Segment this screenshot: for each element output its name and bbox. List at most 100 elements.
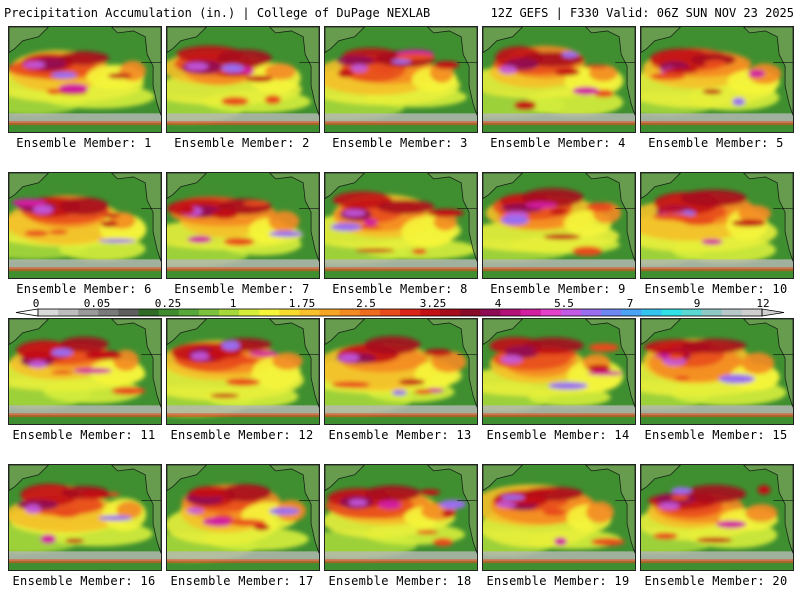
scale-tick-label: 0.05 xyxy=(83,297,111,310)
precip-map xyxy=(9,319,161,424)
ensemble-panel xyxy=(8,172,162,279)
scale-swatch xyxy=(78,309,99,316)
scale-swatch xyxy=(641,309,662,316)
scale-swatch xyxy=(460,309,481,316)
scale-tick-label: 7 xyxy=(626,297,634,310)
ensemble-panel xyxy=(166,464,320,571)
map-title: Precipitation Accumulation (in.) | Colle… xyxy=(4,6,431,20)
scale-swatch xyxy=(138,309,159,316)
scale-swatch xyxy=(440,309,461,316)
ensemble-member-label: Ensemble Member: 3 xyxy=(332,136,468,150)
scale-tick-label: 3.25 xyxy=(419,297,447,310)
scale-tick-label: 0 xyxy=(32,297,40,310)
precip-map xyxy=(641,465,793,570)
scale-swatch xyxy=(38,309,59,316)
precip-map xyxy=(325,173,477,278)
ensemble-panel xyxy=(324,26,478,133)
scale-swatch xyxy=(540,309,562,316)
precip-map xyxy=(9,173,161,278)
ensemble-panel xyxy=(166,26,320,133)
ensemble-panel xyxy=(8,26,162,133)
ensemble-member-label: Ensemble Member: 13 xyxy=(328,428,472,442)
precip-map xyxy=(641,173,793,278)
ensemble-member-label: Ensemble Member: 1 xyxy=(16,136,152,150)
precip-map xyxy=(325,27,477,132)
ensemble-member-label: Ensemble Member: 14 xyxy=(486,428,630,442)
scale-min-arrow xyxy=(15,308,39,317)
ensemble-panel xyxy=(8,318,162,425)
ensemble-panel xyxy=(640,318,794,425)
ensemble-panel xyxy=(640,172,794,279)
precip-map xyxy=(483,465,635,570)
ensemble-member-label: Ensemble Member: 10 xyxy=(644,282,788,296)
scale-max-arrow xyxy=(761,308,785,317)
scale-swatch xyxy=(721,309,743,316)
ensemble-member-label: Ensemble Member: 19 xyxy=(486,574,630,588)
scale-swatch xyxy=(239,309,260,316)
scale-swatch xyxy=(581,309,602,316)
ensemble-panel xyxy=(482,318,636,425)
scale-tick-label: 5.5 xyxy=(554,297,574,310)
precip-map xyxy=(167,319,319,424)
ensemble-member-label: Ensemble Member: 7 xyxy=(174,282,310,296)
scale-swatch xyxy=(500,309,521,316)
precip-map xyxy=(167,465,319,570)
ensemble-member-label: Ensemble Member: 20 xyxy=(644,574,788,588)
precip-map xyxy=(9,465,161,570)
ensemble-panel xyxy=(324,318,478,425)
scale-tick-label: 1.75 xyxy=(288,297,316,310)
scale-swatch xyxy=(299,309,320,316)
color-scale-bar xyxy=(15,308,785,317)
scale-swatch xyxy=(601,309,622,316)
precip-map xyxy=(167,173,319,278)
scale-tick-label: 1 xyxy=(229,297,237,310)
scale-swatch xyxy=(98,309,119,316)
ensemble-member-label: Ensemble Member: 12 xyxy=(170,428,314,442)
ensemble-member-label: Ensemble Member: 16 xyxy=(12,574,156,588)
scale-tick-label: 0.25 xyxy=(154,297,182,310)
scale-swatch xyxy=(198,309,220,316)
scale-swatch xyxy=(58,309,79,316)
scale-swatch xyxy=(621,309,642,316)
ensemble-member-label: Ensemble Member: 5 xyxy=(648,136,784,150)
precip-map xyxy=(483,319,635,424)
ensemble-member-label: Ensemble Member: 18 xyxy=(328,574,472,588)
ensemble-member-label: Ensemble Member: 2 xyxy=(174,136,310,150)
ensemble-member-label: Ensemble Member: 4 xyxy=(490,136,626,150)
ensemble-panel xyxy=(640,464,794,571)
ensemble-panel xyxy=(166,172,320,279)
precip-map xyxy=(483,173,635,278)
scale-swatch xyxy=(560,309,582,316)
scale-swatch xyxy=(420,309,441,316)
scale-tick-label: 2.5 xyxy=(356,297,376,310)
precip-map xyxy=(641,319,793,424)
scale-swatch xyxy=(379,309,401,316)
precip-map xyxy=(325,319,477,424)
ensemble-member-label: Ensemble Member: 11 xyxy=(12,428,156,442)
scale-swatch xyxy=(158,309,180,316)
scale-swatch xyxy=(741,309,763,316)
scale-swatch xyxy=(178,309,200,316)
ensemble-panel xyxy=(166,318,320,425)
scale-swatch xyxy=(359,309,381,316)
scale-swatch xyxy=(219,309,240,316)
ensemble-panel xyxy=(482,464,636,571)
scale-tick-label: 4 xyxy=(494,297,502,310)
scale-swatch xyxy=(701,309,723,316)
ensemble-member-label: Ensemble Member: 15 xyxy=(644,428,788,442)
ensemble-member-label: Ensemble Member: 6 xyxy=(16,282,152,296)
ensemble-panel xyxy=(324,464,478,571)
precip-map xyxy=(9,27,161,132)
ensemble-panel xyxy=(482,26,636,133)
scale-swatch xyxy=(279,309,300,316)
scale-swatch xyxy=(520,309,542,316)
precip-map xyxy=(483,27,635,132)
scale-tick-label: 9 xyxy=(693,297,701,310)
scale-tick-label: 12 xyxy=(756,297,770,310)
ensemble-member-label: Ensemble Member: 17 xyxy=(170,574,314,588)
precip-map xyxy=(641,27,793,132)
scale-swatch xyxy=(480,309,501,316)
run-info: 12Z GEFS | F330 Valid: 06Z SUN NOV 23 20… xyxy=(490,6,794,20)
ensemble-panel xyxy=(640,26,794,133)
precip-map xyxy=(325,465,477,570)
